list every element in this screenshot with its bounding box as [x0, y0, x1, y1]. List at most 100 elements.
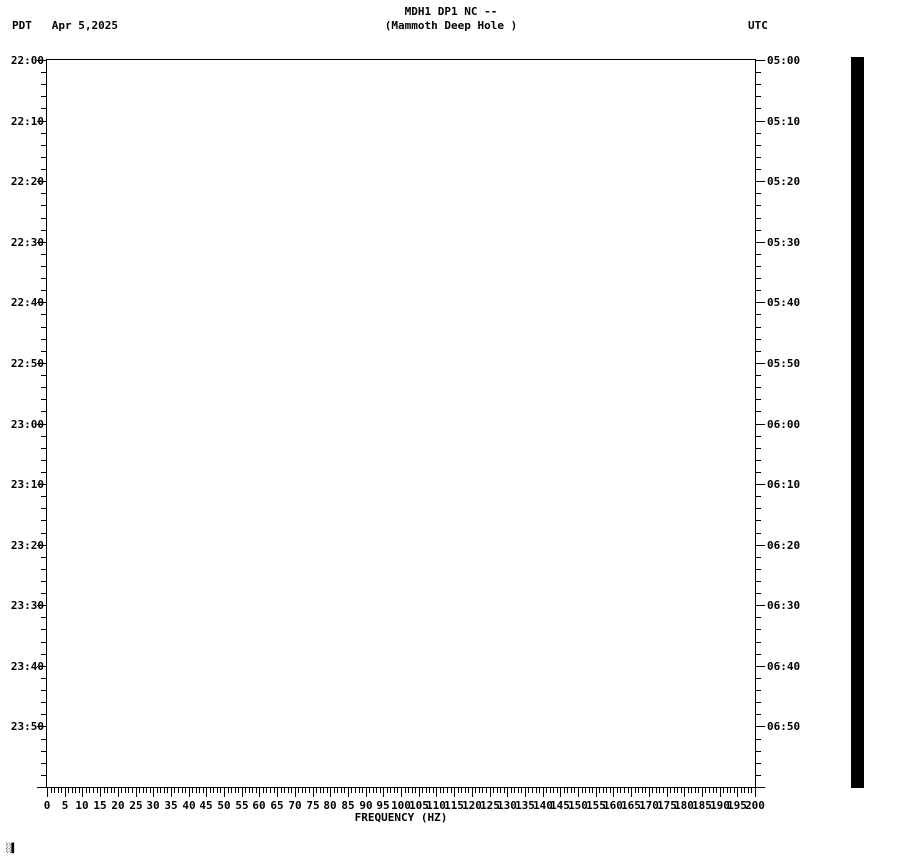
x-tick-major [118, 788, 119, 797]
y-tick-minor [756, 72, 761, 73]
x-tick-minor [497, 788, 498, 793]
x-axis-label: 160 [603, 799, 623, 812]
x-tick-major [401, 788, 402, 797]
x-tick-major [189, 788, 190, 797]
y-tick-major [756, 302, 765, 303]
x-tick-minor [397, 788, 398, 793]
x-tick-minor [635, 788, 636, 793]
y-tick-minor [41, 739, 46, 740]
x-tick-major [720, 788, 721, 797]
y-axis-right-label: 05:40 [767, 296, 801, 309]
x-tick-minor [734, 788, 735, 793]
x-axis-label: 165 [621, 799, 641, 812]
x-tick-minor [723, 788, 724, 793]
x-tick-minor [210, 788, 211, 793]
x-axis-label: 185 [692, 799, 712, 812]
x-tick-major [242, 788, 243, 797]
x-axis-title: FREQUENCY (HZ) [354, 811, 448, 824]
y-tick-major [37, 787, 46, 788]
x-tick-minor [557, 788, 558, 793]
x-tick-minor [751, 788, 752, 793]
x-axis-label: 180 [674, 799, 694, 812]
x-tick-minor [567, 788, 568, 793]
y-tick-minor [756, 763, 761, 764]
x-tick-minor [75, 788, 76, 793]
x-tick-minor [564, 788, 565, 793]
y-tick-minor [41, 411, 46, 412]
y-tick-major [37, 424, 46, 425]
x-tick-minor [238, 788, 239, 793]
y-tick-minor [41, 702, 46, 703]
y-tick-minor [41, 569, 46, 570]
y-tick-minor [756, 508, 761, 509]
x-tick-minor [341, 788, 342, 793]
y-tick-minor [756, 557, 761, 558]
y-tick-minor [756, 218, 761, 219]
x-tick-minor [624, 788, 625, 793]
y-tick-minor [756, 169, 761, 170]
y-tick-minor [41, 642, 46, 643]
x-tick-minor [387, 788, 388, 793]
y-tick-minor [41, 339, 46, 340]
x-tick-minor [157, 788, 158, 793]
x-tick-minor [536, 788, 537, 793]
x-tick-minor [408, 788, 409, 793]
x-tick-minor [174, 788, 175, 793]
x-tick-major [366, 788, 367, 797]
y-axis-left-label: 22:30 [10, 236, 44, 249]
y-tick-major [37, 666, 46, 667]
x-tick-minor [121, 788, 122, 793]
x-tick-minor [150, 788, 151, 793]
y-tick-minor [756, 775, 761, 776]
y-tick-minor [756, 617, 761, 618]
x-tick-major [578, 788, 579, 797]
x-tick-minor [182, 788, 183, 793]
y-tick-minor [756, 690, 761, 691]
x-tick-minor [592, 788, 593, 793]
y-tick-minor [41, 351, 46, 352]
y-tick-minor [756, 436, 761, 437]
x-tick-major [525, 788, 526, 797]
x-tick-minor [486, 788, 487, 793]
x-axis-label: 40 [182, 799, 196, 812]
x-tick-minor [670, 788, 671, 793]
y-tick-minor [756, 460, 761, 461]
x-tick-minor [128, 788, 129, 793]
axis-top [46, 59, 756, 60]
x-tick-minor [443, 788, 444, 793]
y-tick-minor [41, 290, 46, 291]
y-tick-minor [41, 533, 46, 534]
y-axis-left-label: 23:30 [10, 599, 44, 612]
y-tick-minor [756, 472, 761, 473]
y-tick-minor [756, 751, 761, 752]
y-tick-minor [756, 314, 761, 315]
x-tick-minor [727, 788, 728, 793]
x-tick-major [206, 788, 207, 797]
x-tick-minor [316, 788, 317, 793]
x-tick-major [472, 788, 473, 797]
timezone-left-label: PDT Apr 5,2025 [12, 19, 118, 32]
x-axis-label: 85 [341, 799, 355, 812]
clipped-data-bar [851, 57, 864, 788]
x-tick-minor [164, 788, 165, 793]
x-tick-minor [249, 788, 250, 793]
x-tick-minor [281, 788, 282, 793]
x-tick-minor [617, 788, 618, 793]
y-tick-minor [756, 702, 761, 703]
y-tick-minor [756, 629, 761, 630]
y-tick-minor [41, 678, 46, 679]
x-tick-minor [185, 788, 186, 793]
x-tick-major [543, 788, 544, 797]
x-axis-label: 35 [164, 799, 178, 812]
x-tick-minor [199, 788, 200, 793]
y-tick-major [756, 605, 765, 606]
x-tick-major [100, 788, 101, 797]
x-tick-minor [213, 788, 214, 793]
x-tick-major [702, 788, 703, 797]
x-tick-minor [309, 788, 310, 793]
x-tick-minor [709, 788, 710, 793]
x-tick-minor [447, 788, 448, 793]
x-tick-minor [518, 788, 519, 793]
x-axis-label: 60 [252, 799, 266, 812]
x-axis-label: 75 [306, 799, 320, 812]
